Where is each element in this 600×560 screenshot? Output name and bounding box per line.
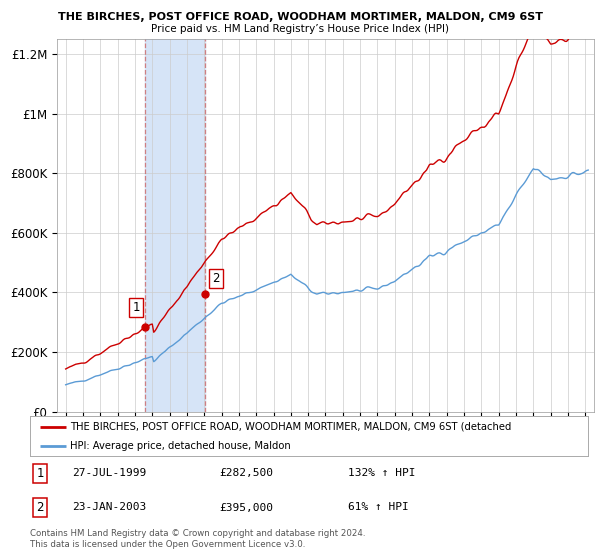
Text: £282,500: £282,500: [220, 468, 274, 478]
Text: £395,000: £395,000: [220, 502, 274, 512]
Text: 132% ↑ HPI: 132% ↑ HPI: [348, 468, 416, 478]
Text: HPI: Average price, detached house, Maldon: HPI: Average price, detached house, Mald…: [70, 441, 291, 450]
Text: 1: 1: [133, 301, 140, 314]
Text: 61% ↑ HPI: 61% ↑ HPI: [348, 502, 409, 512]
Text: 2: 2: [212, 272, 220, 285]
Text: 1: 1: [36, 467, 44, 480]
Text: Price paid vs. HM Land Registry’s House Price Index (HPI): Price paid vs. HM Land Registry’s House …: [151, 24, 449, 34]
Text: THE BIRCHES, POST OFFICE ROAD, WOODHAM MORTIMER, MALDON, CM9 6ST: THE BIRCHES, POST OFFICE ROAD, WOODHAM M…: [58, 12, 542, 22]
Text: 2: 2: [36, 501, 44, 514]
Text: Contains HM Land Registry data © Crown copyright and database right 2024.
This d: Contains HM Land Registry data © Crown c…: [30, 529, 365, 549]
Text: 23-JAN-2003: 23-JAN-2003: [72, 502, 146, 512]
Bar: [145, 39, 205, 412]
Text: THE BIRCHES, POST OFFICE ROAD, WOODHAM MORTIMER, MALDON, CM9 6ST (detached: THE BIRCHES, POST OFFICE ROAD, WOODHAM M…: [70, 422, 512, 432]
Text: 27-JUL-1999: 27-JUL-1999: [72, 468, 146, 478]
